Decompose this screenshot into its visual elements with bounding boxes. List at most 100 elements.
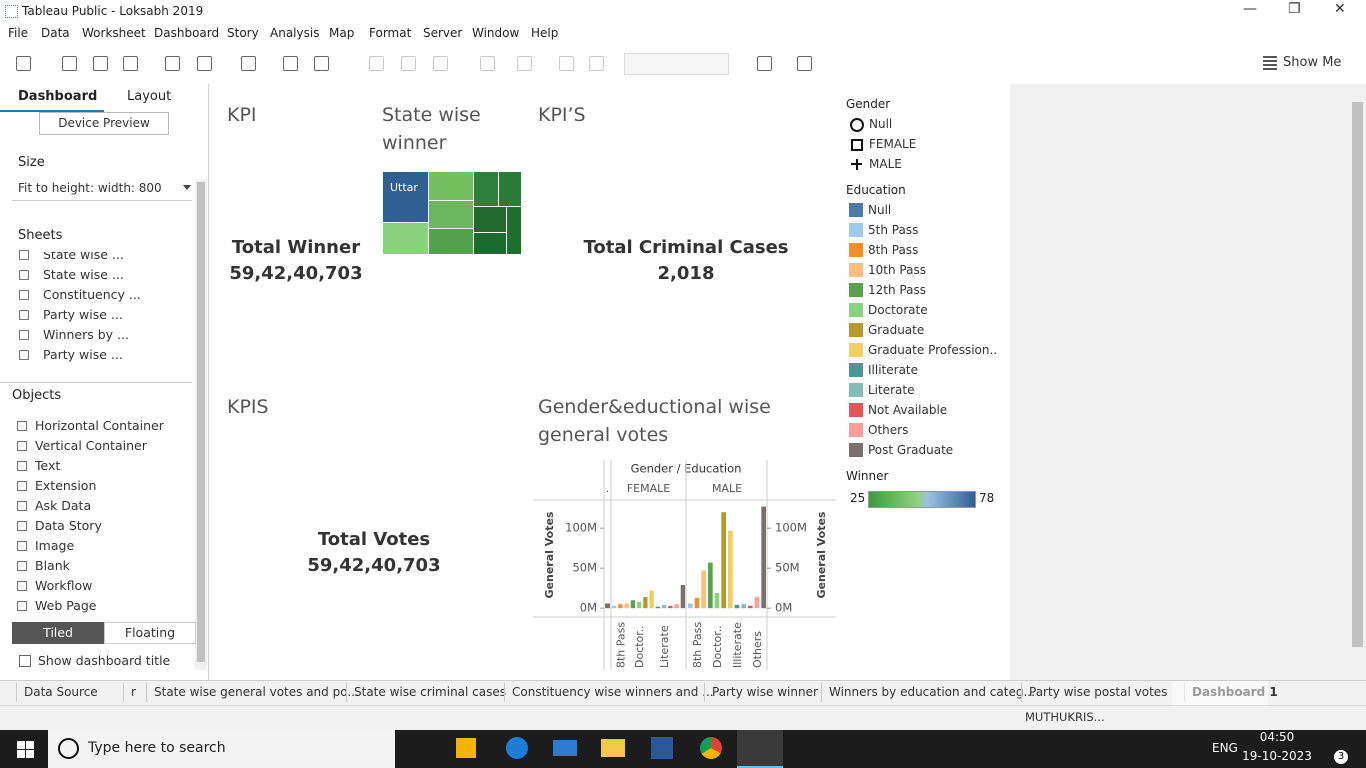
sheet-item[interactable]: State wise ... [43, 267, 124, 282]
legend-item[interactable]: Graduate [868, 323, 925, 337]
floating-button[interactable]: Floating [104, 622, 196, 644]
mail-icon[interactable] [553, 740, 577, 756]
treemap-cell[interactable] [383, 223, 428, 254]
legend-item[interactable]: Others [868, 423, 909, 437]
treemap-cell[interactable] [429, 172, 473, 200]
legend-item[interactable]: 8th Pass [868, 243, 919, 257]
toolbar-icon[interactable] [197, 56, 212, 71]
sheet-tab[interactable]: State wise general votes and po... [154, 685, 359, 699]
edge-icon[interactable] [506, 737, 528, 759]
legend-item[interactable]: MALE [869, 157, 902, 171]
menu-item[interactable]: Data [41, 26, 70, 40]
treemap-cell[interactable] [474, 233, 506, 254]
object-item[interactable]: Image [35, 538, 75, 553]
toolbar-icon[interactable] [283, 56, 298, 71]
object-item[interactable]: Web Page [35, 598, 97, 613]
toolbar-icon[interactable] [480, 56, 495, 71]
menu-item[interactable]: Dashboard [154, 26, 220, 40]
object-item[interactable]: Workflow [35, 578, 93, 593]
notification-badge[interactable]: 3 [1334, 750, 1348, 764]
toolbar-icon[interactable] [433, 56, 448, 71]
start-button[interactable] [17, 741, 34, 758]
sheet-tab[interactable]: Party wise postal votes [1029, 685, 1168, 699]
size-dropdown[interactable]: Fit to height: width: 800 [18, 181, 162, 195]
toolbar-icon[interactable] [241, 56, 256, 71]
show-me-button[interactable]: Show Me [1283, 55, 1342, 70]
toolbar-icon[interactable] [62, 56, 77, 71]
legend-item[interactable]: Doctorate [868, 303, 928, 317]
legend-item[interactable]: 10th Pass [868, 263, 926, 277]
explorer-icon[interactable] [601, 739, 625, 757]
treemap-cell[interactable] [507, 207, 521, 254]
legend-item[interactable]: 12th Pass [868, 283, 926, 297]
window-button[interactable]: ✕ [1334, 1, 1346, 17]
legend-item[interactable]: Null [869, 117, 893, 131]
menu-item[interactable]: Window [472, 26, 520, 40]
sheet-tab[interactable]: Data Source [24, 685, 98, 699]
legend-item[interactable]: Not Available [868, 403, 948, 417]
checkbox[interactable] [19, 655, 31, 667]
legend-item[interactable]: 5th Pass [868, 223, 919, 237]
search-box[interactable] [48, 730, 395, 768]
sheet-tab[interactable]: Constituency wise winners and ... [512, 685, 714, 699]
treemap-cell[interactable] [383, 172, 428, 222]
sheet-tab[interactable]: Winners by education and categ... [829, 685, 1035, 699]
menu-item[interactable]: Map [329, 26, 355, 40]
sheet-item[interactable]: State wise ... [43, 247, 124, 262]
menu-item[interactable]: Help [531, 26, 559, 40]
menu-item[interactable]: Format [369, 26, 412, 40]
sheet-tab[interactable]: State wise criminal cases [354, 685, 507, 699]
object-item[interactable]: Horizontal Container [35, 418, 164, 433]
toolbar-icon[interactable] [757, 56, 772, 71]
toolbar-icon[interactable] [165, 56, 180, 71]
treemap-cell[interactable] [474, 172, 498, 206]
toolbar-dropdown[interactable] [624, 53, 729, 75]
menu-item[interactable]: Server [423, 26, 463, 40]
toolbar-icon[interactable] [517, 56, 532, 71]
sheet-tab[interactable]: Party wise winner [712, 685, 818, 699]
object-item[interactable]: Blank [35, 558, 70, 573]
treemap-cell[interactable] [429, 229, 473, 254]
legend-item[interactable]: Graduate Profession.. [868, 343, 998, 357]
legend-item[interactable]: FEMALE [869, 137, 917, 151]
toolbar-icon[interactable] [369, 56, 384, 71]
object-item[interactable]: Text [35, 458, 61, 473]
window-button[interactable]: ❐ [1288, 1, 1301, 17]
object-item[interactable]: Data Story [35, 518, 102, 533]
tiled-button[interactable]: Tiled [12, 622, 104, 644]
sheet-tab[interactable]: r [131, 685, 136, 699]
panel-tab[interactable]: Layout [127, 89, 172, 104]
sheet-item[interactable]: Winners by ... [43, 327, 129, 342]
toolbar-icon[interactable] [314, 56, 329, 71]
object-item[interactable]: Ask Data [35, 498, 92, 513]
word-icon[interactable] [651, 737, 673, 759]
sheet-item[interactable]: Party wise ... [43, 307, 123, 322]
panel-tab[interactable]: Dashboard [18, 89, 98, 104]
legend-item[interactable]: Post Graduate [868, 443, 954, 457]
sheet-item[interactable]: Constituency ... [43, 287, 141, 302]
object-item[interactable]: Vertical Container [35, 438, 147, 453]
treemap-cell[interactable] [429, 201, 473, 228]
legend-item[interactable]: Literate [868, 383, 915, 397]
toolbar-icon[interactable] [123, 56, 138, 71]
sheet-item[interactable]: Party wise ... [43, 347, 123, 362]
legend-item[interactable]: Null [868, 203, 892, 217]
device-preview-button[interactable]: Device Preview [39, 112, 169, 135]
toolbar-icon[interactable] [93, 56, 108, 71]
menu-item[interactable]: File [8, 26, 29, 40]
toolbar-icon[interactable] [797, 56, 812, 71]
object-item[interactable]: Extension [35, 478, 97, 493]
chrome-icon[interactable] [700, 737, 722, 759]
toolbar-icon[interactable] [589, 56, 604, 71]
tableau-task[interactable] [737, 730, 783, 768]
menu-item[interactable]: Worksheet [82, 26, 146, 40]
treemap-cell[interactable] [499, 172, 521, 206]
window-button[interactable]: — [1243, 1, 1257, 17]
legend-item[interactable]: Illiterate [868, 363, 919, 377]
menu-item[interactable]: Analysis [270, 26, 320, 40]
toolbar-icon[interactable] [16, 56, 31, 71]
treemap-cell[interactable] [474, 207, 506, 232]
toolbar-icon[interactable] [401, 56, 416, 71]
store-icon[interactable] [456, 738, 476, 758]
toolbar-icon[interactable] [559, 56, 574, 71]
